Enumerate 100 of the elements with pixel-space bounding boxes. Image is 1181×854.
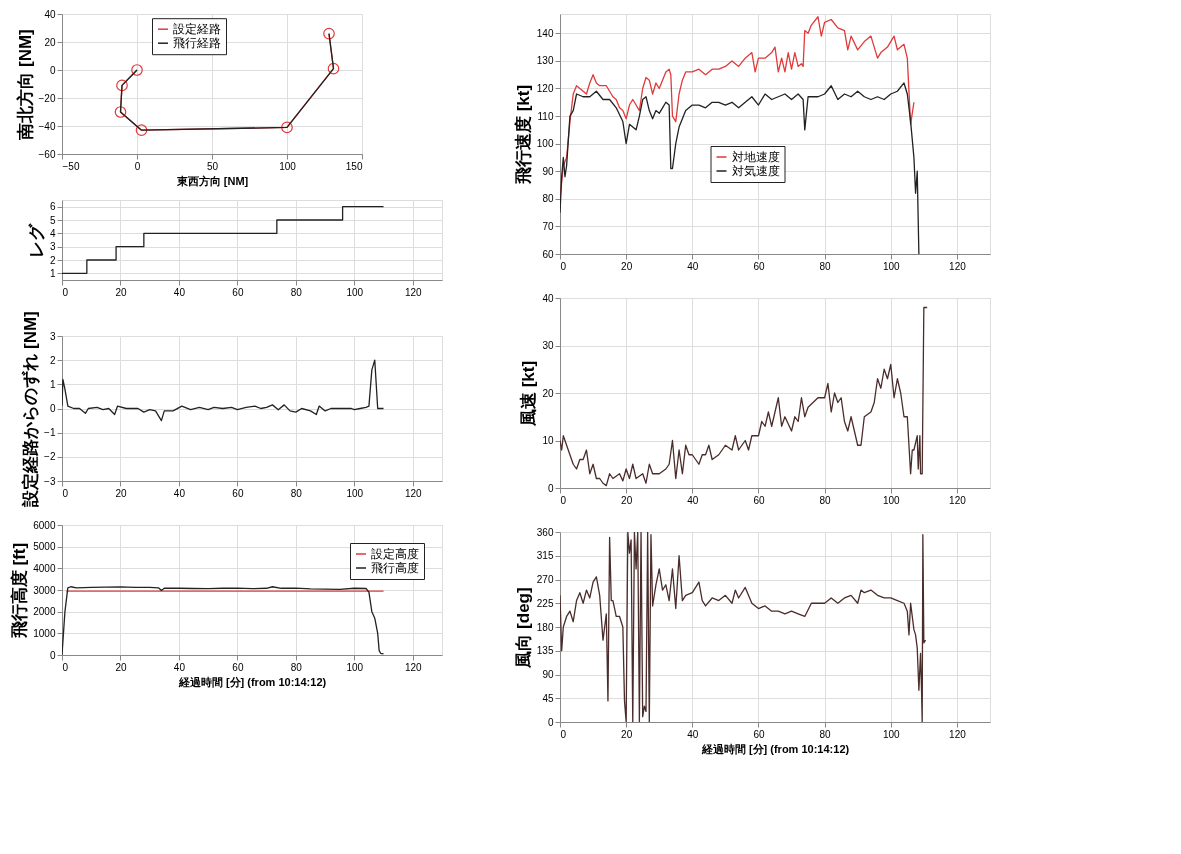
y-axis-title: 南北方向 [NM] [15, 29, 35, 141]
x-tick-label: 100 [882, 260, 901, 272]
y-tick-label: 2 [49, 254, 56, 266]
x-tick-label: 40 [687, 728, 699, 740]
y-tick-label: 70 [542, 220, 554, 232]
y-axis-title: レグ [26, 222, 46, 258]
x-tick-label: 80 [819, 260, 832, 272]
y-tick-label: −40 [38, 120, 56, 132]
y-tick-label: 5 [49, 214, 56, 226]
y-tick-label: 90 [542, 165, 554, 177]
line-series [560, 306, 928, 487]
x-tick-label: 20 [621, 494, 633, 506]
x-tick-label: 40 [173, 661, 186, 673]
x-tick-label: 40 [173, 487, 186, 499]
x-tick-label: 0 [560, 260, 567, 272]
x-tick-label: 40 [687, 494, 699, 506]
y-tick-label: 3 [49, 241, 56, 253]
x-tick-label: 0 [560, 494, 567, 506]
x-tick-label: 40 [687, 260, 699, 272]
x-tick-label: 100 [346, 661, 364, 673]
y-tick-label: −60 [38, 148, 56, 160]
y-tick-label: 2000 [33, 606, 56, 618]
x-tick-label: 120 [404, 661, 423, 673]
y-tick-label: 3000 [33, 584, 56, 596]
x-tick-label: 0 [134, 160, 141, 172]
x-tick-label: 40 [173, 286, 186, 298]
y-tick-label: 30 [542, 340, 554, 351]
x-tick-label: 0 [62, 286, 69, 298]
y-tick-label: −3 [44, 475, 56, 487]
x-tick-label: 0 [560, 728, 567, 740]
y-tick-label: 4 [49, 227, 56, 239]
y-tick-label: 120 [536, 82, 554, 94]
y-tick-label: −1 [44, 427, 56, 439]
x-tick-label: 80 [819, 728, 832, 740]
x-axis-title: 経過時間 [分] (from 10:14:12) [177, 675, 327, 688]
y-tick-label: 60 [542, 248, 554, 260]
x-tick-label: 100 [346, 286, 364, 298]
x-tick-label: 20 [115, 661, 127, 673]
x-tick-label: 120 [949, 728, 967, 740]
x-tick-label: −50 [62, 160, 80, 172]
x-tick-label: 100 [882, 728, 901, 740]
y-tick-label: −20 [38, 92, 56, 104]
line-series [62, 359, 385, 422]
x-tick-label: 0 [62, 661, 69, 673]
x-tick-label: 120 [949, 494, 967, 506]
y-tick-label: 90 [542, 669, 554, 680]
x-tick-label: 60 [753, 728, 765, 740]
y-tick-label: 360 [536, 526, 554, 538]
y-tick-label: 135 [536, 645, 554, 657]
legend-label: 対地速度 [731, 150, 780, 164]
y-tick-label: 20 [542, 387, 554, 399]
y-tick-label: 2 [49, 354, 56, 366]
x-tick-label: 60 [753, 494, 765, 506]
y-tick-label: 5000 [33, 541, 56, 553]
y-tick-label: 0 [49, 649, 56, 661]
x-tick-label: 100 [882, 494, 901, 506]
x-axis-title: 経過時間 [分] (from 10:14:12) [700, 742, 850, 755]
y-tick-label: 80 [542, 193, 554, 205]
x-tick-label: 80 [819, 494, 832, 506]
y-tick-label: 110 [537, 110, 554, 122]
x-tick-label: 20 [115, 286, 127, 298]
y-tick-label: 0 [49, 64, 56, 76]
x-tick-label: 80 [290, 661, 303, 673]
y-tick-label: 180 [536, 621, 554, 633]
line-series [62, 586, 385, 655]
x-axis-title: 東西方向 [NM] [175, 174, 249, 187]
y-axis-title: 飛行高度 [ft] [10, 542, 30, 640]
y-tick-label: 100 [536, 138, 554, 150]
y-tick-label: 140 [536, 27, 554, 39]
y-axis-title: 飛行速度 [kt] [513, 84, 533, 186]
y-tick-label: 1 [49, 378, 56, 390]
y-tick-label: 1 [49, 267, 56, 279]
x-tick-label: 50 [206, 160, 219, 172]
y-tick-label: 6 [49, 201, 56, 213]
legend-label: 対気速度 [731, 164, 780, 178]
y-tick-label: 3 [49, 330, 56, 342]
y-tick-label: 0 [49, 403, 56, 414]
x-tick-label: 120 [949, 260, 967, 272]
x-tick-label: 120 [404, 286, 423, 298]
legend-label: 飛行経路 [173, 36, 221, 51]
legend-label: 飛行高度 [371, 561, 419, 575]
y-tick-label: 1000 [33, 627, 56, 639]
x-tick-label: 80 [290, 487, 303, 499]
x-tick-label: 150 [345, 160, 363, 172]
y-axis-title: 風速 [kt] [519, 360, 539, 428]
x-tick-label: 60 [232, 286, 244, 298]
x-tick-label: 20 [115, 487, 127, 499]
y-axis-title: 設定経路からのずれ [NM] [21, 311, 41, 508]
x-tick-label: 120 [404, 487, 423, 499]
x-tick-label: 20 [621, 728, 633, 740]
y-axis-title: 風向 [deg] [513, 587, 533, 669]
y-tick-label: 45 [542, 692, 554, 704]
y-tick-label: 4000 [33, 562, 56, 574]
x-tick-label: 100 [346, 487, 364, 499]
x-tick-label: 100 [279, 160, 297, 172]
x-tick-label: 60 [753, 260, 765, 272]
y-tick-label: 225 [536, 597, 554, 609]
y-tick-label: 0 [547, 716, 554, 728]
y-tick-label: 6000 [33, 519, 56, 531]
y-tick-label: 20 [44, 36, 56, 48]
